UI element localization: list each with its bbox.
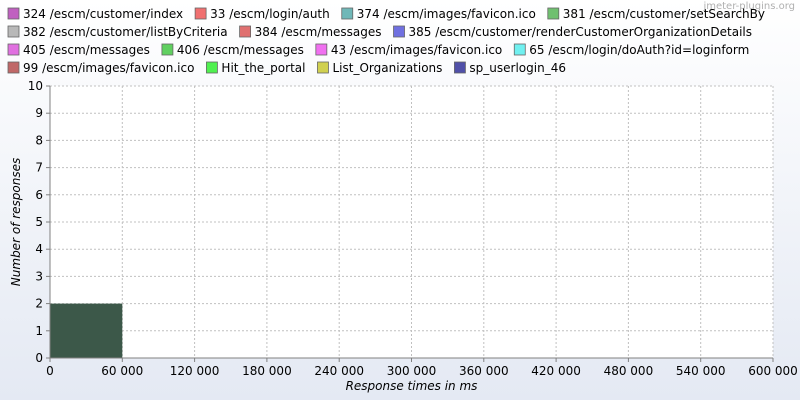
legend-label: sp_userlogin_46 bbox=[469, 61, 566, 75]
legend-swatch bbox=[161, 43, 174, 56]
legend-label: 65 /escm/login/doAuth?id=loginform bbox=[529, 43, 749, 57]
grid bbox=[50, 85, 774, 358]
y-tick-label: 7 bbox=[35, 161, 43, 175]
y-tick-label: 4 bbox=[35, 242, 43, 256]
legend-swatch bbox=[317, 61, 329, 74]
y-axis-ticks: 0 1 2 3 4 5 6 7 8 9 10 bbox=[28, 79, 50, 365]
legend-label: 405 /escm/messages bbox=[23, 43, 150, 57]
x-tick-label: 480 000 bbox=[604, 364, 654, 378]
y-tick-label: 8 bbox=[35, 133, 43, 147]
histogram-bar bbox=[50, 303, 123, 358]
x-tick-label: 0 bbox=[46, 364, 54, 378]
x-tick-label: 180 000 bbox=[242, 364, 292, 378]
legend-label: 406 /escm/messages bbox=[177, 43, 304, 57]
y-tick-label: 9 bbox=[35, 106, 43, 120]
legend-label: 99 /escm/images/favicon.ico bbox=[23, 61, 194, 75]
x-tick-label: 360 000 bbox=[459, 364, 509, 378]
legend-swatch bbox=[7, 25, 20, 38]
legend-swatch bbox=[393, 25, 405, 38]
legend-label: 384 /escm/messages bbox=[255, 25, 382, 39]
y-tick-label: 10 bbox=[28, 79, 43, 93]
watermark: jmeter-plugins.org bbox=[702, 1, 795, 12]
bars bbox=[50, 303, 123, 358]
x-axis-title: Response times in ms bbox=[346, 379, 478, 393]
legend-swatch bbox=[239, 25, 251, 38]
legend-swatch bbox=[7, 7, 20, 20]
legend-label: 33 /escm/login/auth bbox=[210, 7, 330, 21]
x-tick-label: 120 000 bbox=[170, 364, 220, 378]
y-tick-label: 6 bbox=[35, 188, 43, 202]
y-tick-label: 1 bbox=[35, 324, 43, 338]
y-tick-label: 5 bbox=[35, 215, 43, 229]
legend-label: 382 /escm/customer/listByCriteria bbox=[23, 25, 228, 39]
legend-swatch bbox=[513, 43, 526, 56]
y-axis-title: Number of responses bbox=[9, 158, 23, 286]
legend-swatch bbox=[7, 43, 20, 56]
legend-label: 43 /escm/images/favicon.ico bbox=[331, 43, 502, 57]
legend-label: 324 /escm/customer/index bbox=[23, 7, 183, 21]
legend-swatch bbox=[206, 61, 218, 74]
legend-label: 374 /escm/images/favicon.ico bbox=[357, 7, 536, 21]
y-tick-label: 2 bbox=[35, 297, 43, 311]
legend-swatch bbox=[341, 7, 354, 20]
x-tick-label: 420 000 bbox=[531, 364, 581, 378]
legend-label: List_Organizations bbox=[332, 61, 442, 75]
legend-swatch bbox=[194, 7, 207, 20]
legend-label: 385 /escm/customer/renderCustomerOrganiz… bbox=[409, 25, 752, 39]
legend-swatch bbox=[547, 7, 560, 20]
x-tick-label: 600 000 bbox=[748, 364, 798, 378]
legend-label: 381 /escm/customer/setSearchBy bbox=[563, 7, 765, 21]
x-tick-label: 300 000 bbox=[387, 364, 437, 378]
y-tick-label: 0 bbox=[35, 351, 43, 365]
legend-swatch bbox=[315, 43, 328, 56]
x-tick-label: 540 000 bbox=[676, 364, 726, 378]
legend: 324 /escm/customer/index 33 /escm/login/a… bbox=[7, 7, 765, 75]
legend-swatch bbox=[7, 61, 20, 74]
legend-label: Hit_the_portal bbox=[221, 61, 305, 75]
y-tick-label: 3 bbox=[35, 269, 43, 283]
legend-swatch bbox=[454, 61, 466, 74]
x-axis-ticks: 0 60 000 120 000 180 000 240 000 300 000 360 0… bbox=[46, 358, 798, 378]
x-tick-label: 240 000 bbox=[314, 364, 364, 378]
x-tick-label: 60 000 bbox=[101, 364, 143, 378]
